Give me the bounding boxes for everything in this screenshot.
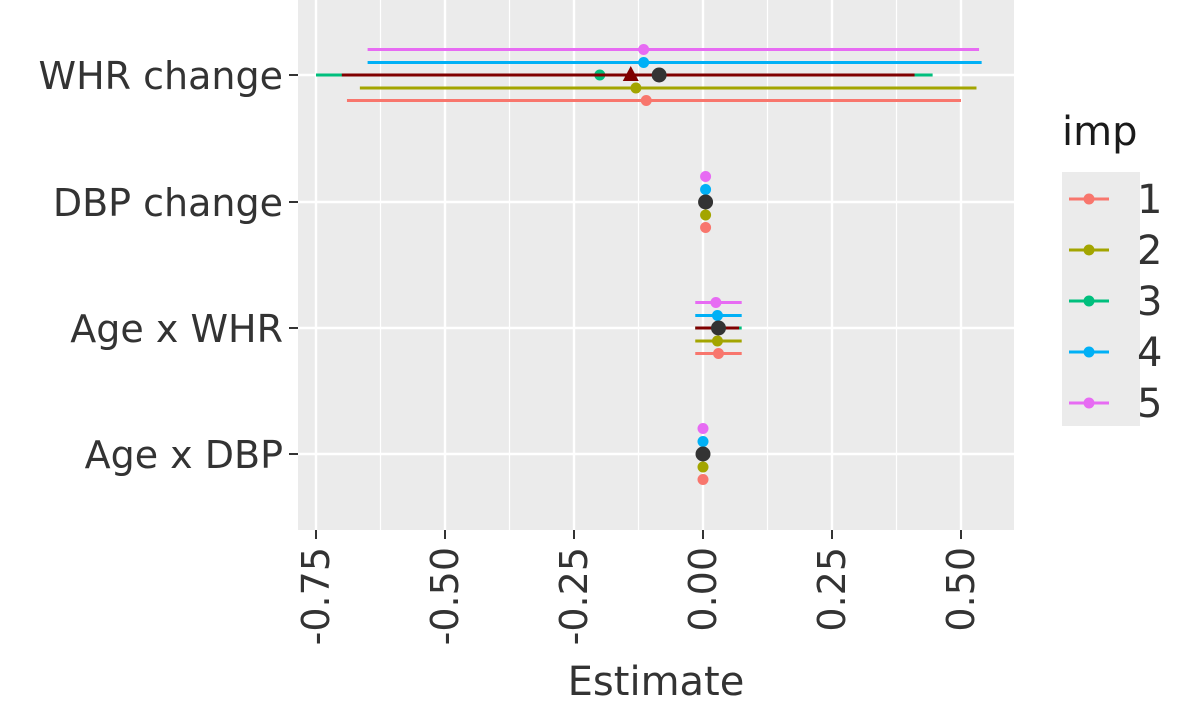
x-axis-label: Estimate	[568, 659, 745, 705]
x-tick-label: 0.25	[810, 547, 854, 632]
y-axis: WHR change DBP change Age x WHR Age x DBP	[39, 54, 298, 477]
legend-label-4: 4	[1137, 330, 1162, 376]
y-tick-label: DBP change	[53, 181, 283, 225]
pooled-point	[698, 194, 714, 210]
point-imp-4	[638, 57, 650, 68]
legend-key-point-5	[1083, 397, 1095, 409]
x-tick-label: -0.50	[423, 547, 467, 645]
legend-key-point-3	[1083, 295, 1095, 307]
point-imp-1	[712, 348, 724, 359]
point-imp-2	[630, 82, 642, 94]
point-imp-4	[711, 310, 723, 321]
x-tick-label: 0.00	[681, 547, 725, 632]
pooled-triangle-marker	[622, 66, 639, 81]
point-imp-1	[640, 95, 652, 106]
legend-label-5: 5	[1137, 381, 1162, 427]
y-tick-label: WHR change	[39, 54, 283, 98]
pooled-point	[710, 320, 726, 336]
pooled-point	[695, 446, 711, 462]
x-tick-label: 0.50	[939, 547, 983, 632]
point-imp-5	[700, 171, 712, 182]
legend: imp 1 2 3 4 5	[1062, 109, 1162, 427]
legend-key-background	[1062, 172, 1140, 426]
pooled-point	[651, 67, 667, 83]
y-tick-label: Age x WHR	[70, 307, 283, 351]
point-imp-4	[697, 436, 709, 447]
chart-marks	[316, 44, 982, 485]
legend-label-1: 1	[1137, 177, 1162, 223]
x-axis: -0.75 -0.50 -0.25 0.00 0.25 0.50	[294, 530, 983, 645]
legend-label-2: 2	[1137, 228, 1162, 274]
legend-title: imp	[1062, 109, 1137, 155]
point-imp-5	[710, 297, 722, 308]
point-imp-5	[697, 423, 709, 434]
point-imp-2	[700, 209, 712, 221]
point-imp-1	[700, 222, 712, 233]
point-imp-5	[638, 44, 650, 55]
legend-key-point-4	[1083, 346, 1095, 358]
x-tick-label: -0.75	[294, 547, 338, 645]
legend-key-point-2	[1083, 244, 1095, 256]
x-tick-label: -0.25	[552, 547, 596, 645]
point-imp-2	[711, 335, 723, 347]
point-imp-4	[700, 184, 712, 195]
legend-key-point-1	[1083, 193, 1095, 205]
y-tick-label: Age x DBP	[85, 433, 283, 477]
point-imp-1	[697, 474, 709, 485]
point-imp-2	[697, 461, 709, 473]
legend-label-3: 3	[1137, 279, 1162, 325]
